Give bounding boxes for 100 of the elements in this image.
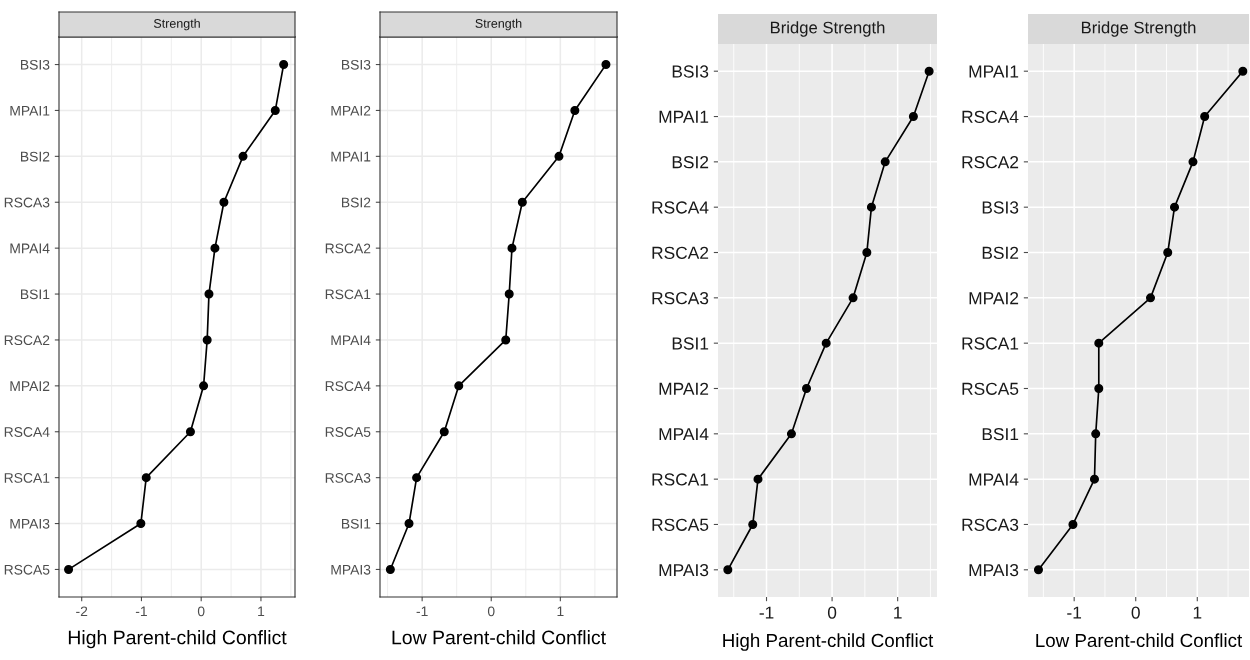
chart-title: Bridge Strength <box>1081 21 1196 37</box>
point <box>748 519 758 529</box>
point <box>1033 565 1043 575</box>
point <box>908 112 918 122</box>
x-tick-label: 0 <box>197 606 205 617</box>
point <box>270 105 280 115</box>
chart-title: Bridge Strength <box>770 21 885 37</box>
point <box>279 60 289 70</box>
point <box>554 151 564 161</box>
point <box>1094 383 1104 394</box>
y-tick-label: RSCA4 <box>325 381 371 392</box>
point <box>238 151 248 161</box>
y-tick-label: MPAI4 <box>10 243 50 254</box>
point <box>202 335 212 345</box>
point <box>753 474 763 484</box>
y-tick-label: RSCA5 <box>962 382 1019 395</box>
y-tick-label: BSI1 <box>982 427 1019 441</box>
y-tick-label: RSCA3 <box>325 472 371 483</box>
point <box>517 197 527 207</box>
point <box>1188 157 1198 167</box>
y-tick-label: RSCA5 <box>4 564 50 575</box>
y-tick-label: BSI2 <box>672 156 709 169</box>
point <box>404 519 414 529</box>
x-axis-title: High Parent-child Conflict <box>68 630 287 649</box>
y-tick-label: RSCA5 <box>652 518 709 531</box>
y-tick-label: RSCA1 <box>325 289 371 300</box>
x-tick-label: -1 <box>759 606 774 619</box>
y-tick-label: RSCA1 <box>652 473 709 486</box>
point <box>601 60 611 70</box>
point <box>802 383 812 394</box>
y-tick-label: RSCA2 <box>962 156 1019 169</box>
point <box>64 564 74 574</box>
point <box>1145 293 1156 303</box>
y-tick-label: RSCA3 <box>4 197 50 208</box>
point <box>821 338 831 348</box>
point <box>1169 202 1180 212</box>
y-tick-label: BSI1 <box>342 518 371 529</box>
y-tick-label: BSI2 <box>982 246 1019 259</box>
x-axis-title: Low Parent-child Conflict <box>392 630 606 645</box>
y-tick-label: BSI1 <box>21 289 50 300</box>
x-axis-title: Low Parent-child Conflict <box>1036 633 1243 648</box>
point <box>1068 519 1078 529</box>
x-tick-label: 1 <box>1193 606 1202 619</box>
y-tick-label: BSI3 <box>342 59 371 70</box>
y-tick-label: MPAI3 <box>969 563 1019 577</box>
point <box>412 473 422 483</box>
point <box>136 519 146 529</box>
point <box>786 429 796 439</box>
y-tick-label: RSCA1 <box>4 472 50 483</box>
x-axis-title: High Parent-child Conflict <box>723 633 934 651</box>
y-tick-label: RSCA1 <box>962 337 1019 350</box>
y-tick-label: MPAI2 <box>331 105 371 116</box>
point <box>866 202 876 212</box>
y-tick-label: MPAI2 <box>659 382 709 395</box>
y-tick-label: RSCA4 <box>652 201 709 214</box>
point <box>439 427 449 437</box>
y-tick-label: MPAI4 <box>331 335 371 345</box>
y-tick-label: MPAI4 <box>969 473 1019 486</box>
y-tick-label: BSI1 <box>672 337 709 350</box>
x-tick-label: -2 <box>76 606 88 617</box>
y-tick-label: RSCA2 <box>4 335 50 346</box>
point <box>1200 112 1210 122</box>
point <box>848 293 858 303</box>
point <box>1238 66 1248 76</box>
point <box>385 564 395 574</box>
y-tick-label: RSCA5 <box>325 427 371 437</box>
point <box>862 247 872 258</box>
point <box>507 243 517 253</box>
point <box>501 335 511 345</box>
y-tick-label: MPAI3 <box>659 563 709 577</box>
y-tick-label: MPAI3 <box>10 518 50 529</box>
y-tick-label: RSCA4 <box>4 427 50 437</box>
y-tick-label: MPAI1 <box>969 65 1019 78</box>
x-tick-label: 0 <box>487 606 495 617</box>
point <box>1089 474 1099 484</box>
x-tick-label: 1 <box>258 606 265 617</box>
point <box>1091 429 1101 439</box>
point <box>924 66 934 76</box>
y-tick-label: MPAI1 <box>331 151 371 162</box>
y-tick-label: MPAI2 <box>969 292 1019 305</box>
x-tick-label: -1 <box>416 606 428 617</box>
y-tick-label: MPAI4 <box>659 428 709 441</box>
point <box>723 565 733 575</box>
y-tick-label: RSCA3 <box>962 518 1019 531</box>
y-tick-label: RSCA4 <box>962 110 1019 123</box>
point <box>880 157 890 167</box>
point <box>454 381 464 391</box>
x-tick-label: 1 <box>557 606 564 617</box>
y-tick-label: BSI3 <box>21 59 50 70</box>
y-tick-label: RSCA2 <box>652 246 709 259</box>
point <box>204 289 214 299</box>
chart-title: Strength <box>153 18 200 31</box>
y-tick-label: BSI3 <box>982 201 1019 214</box>
y-tick-label: MPAI1 <box>659 110 709 123</box>
x-tick-label: 0 <box>1131 606 1140 619</box>
point <box>185 427 195 437</box>
y-tick-label: RSCA3 <box>652 292 709 305</box>
y-tick-label: MPAI2 <box>10 381 50 391</box>
x-tick-label: 1 <box>894 606 902 619</box>
point <box>219 197 229 207</box>
